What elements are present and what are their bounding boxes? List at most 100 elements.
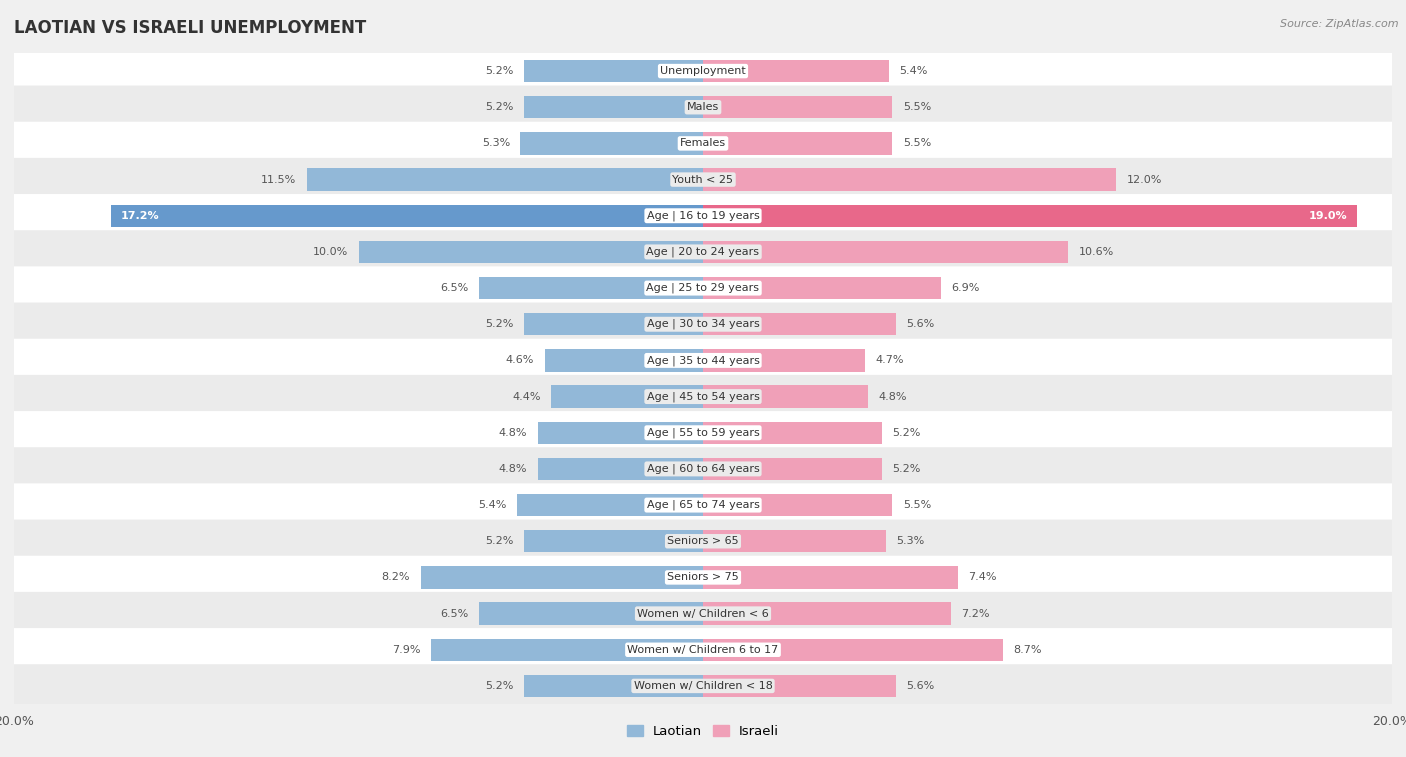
Bar [703,168,1116,191]
Text: 19.0%: 19.0% [1309,210,1347,221]
Bar [703,530,886,553]
Text: 5.2%: 5.2% [893,464,921,474]
Text: 5.3%: 5.3% [482,139,510,148]
Bar [537,422,703,444]
Text: Age | 16 to 19 years: Age | 16 to 19 years [647,210,759,221]
Text: 8.7%: 8.7% [1012,645,1042,655]
Text: 8.2%: 8.2% [381,572,411,582]
Text: 5.4%: 5.4% [478,500,506,510]
Text: Unemployment: Unemployment [661,66,745,76]
Text: Seniors > 65: Seniors > 65 [668,536,738,547]
Text: Age | 60 to 64 years: Age | 60 to 64 years [647,464,759,474]
FancyBboxPatch shape [0,484,1406,527]
Bar [703,241,1069,263]
Text: 5.4%: 5.4% [900,66,928,76]
Bar [703,204,1358,227]
Bar [517,494,703,516]
FancyBboxPatch shape [0,411,1406,454]
Text: Age | 20 to 24 years: Age | 20 to 24 years [647,247,759,257]
Bar [551,385,703,408]
Bar [703,349,865,372]
FancyBboxPatch shape [0,664,1406,708]
Text: Seniors > 75: Seniors > 75 [666,572,740,582]
Bar [520,132,703,154]
Text: 7.9%: 7.9% [392,645,420,655]
Bar [524,96,703,118]
FancyBboxPatch shape [0,266,1406,310]
Text: Males: Males [688,102,718,112]
Text: 5.2%: 5.2% [485,102,513,112]
FancyBboxPatch shape [0,230,1406,273]
Text: Women w/ Children < 6: Women w/ Children < 6 [637,609,769,618]
Text: 6.5%: 6.5% [440,283,468,293]
Text: Age | 30 to 34 years: Age | 30 to 34 years [647,319,759,329]
Bar [479,603,703,625]
Bar [307,168,703,191]
Bar [703,313,896,335]
Text: 5.5%: 5.5% [903,102,931,112]
Text: 4.8%: 4.8% [499,428,527,438]
Text: 17.2%: 17.2% [121,210,159,221]
Text: 5.2%: 5.2% [485,319,513,329]
Text: 5.6%: 5.6% [907,319,935,329]
Bar [524,313,703,335]
Text: 5.2%: 5.2% [485,681,513,691]
Text: Age | 45 to 54 years: Age | 45 to 54 years [647,391,759,402]
Text: 5.3%: 5.3% [896,536,924,547]
FancyBboxPatch shape [0,375,1406,419]
FancyBboxPatch shape [0,338,1406,382]
FancyBboxPatch shape [0,194,1406,238]
FancyBboxPatch shape [0,592,1406,635]
Bar [703,385,869,408]
Bar [703,132,893,154]
Text: 12.0%: 12.0% [1126,175,1163,185]
Text: 5.2%: 5.2% [485,66,513,76]
Text: 4.6%: 4.6% [506,356,534,366]
Text: 5.5%: 5.5% [903,500,931,510]
Text: Age | 55 to 59 years: Age | 55 to 59 years [647,428,759,438]
Bar [479,277,703,299]
Text: Women w/ Children < 18: Women w/ Children < 18 [634,681,772,691]
Text: 5.5%: 5.5% [903,139,931,148]
Text: Age | 65 to 74 years: Age | 65 to 74 years [647,500,759,510]
Text: 4.8%: 4.8% [499,464,527,474]
FancyBboxPatch shape [0,628,1406,671]
Text: 10.6%: 10.6% [1078,247,1114,257]
Text: Females: Females [681,139,725,148]
FancyBboxPatch shape [0,49,1406,93]
Bar [430,639,703,661]
Bar [703,566,957,589]
FancyBboxPatch shape [0,86,1406,129]
Bar [703,458,882,480]
FancyBboxPatch shape [0,556,1406,599]
FancyBboxPatch shape [0,303,1406,346]
Text: 11.5%: 11.5% [262,175,297,185]
Text: 4.4%: 4.4% [513,391,541,401]
FancyBboxPatch shape [0,447,1406,491]
Bar [703,674,896,697]
Text: 10.0%: 10.0% [314,247,349,257]
Bar [703,422,882,444]
Text: 4.7%: 4.7% [875,356,904,366]
Text: 7.2%: 7.2% [962,609,990,618]
Text: 7.4%: 7.4% [969,572,997,582]
Bar [544,349,703,372]
Bar [703,494,893,516]
Text: LAOTIAN VS ISRAELI UNEMPLOYMENT: LAOTIAN VS ISRAELI UNEMPLOYMENT [14,19,367,37]
Text: 4.8%: 4.8% [879,391,907,401]
Legend: Laotian, Israeli: Laotian, Israeli [621,719,785,743]
Text: 5.2%: 5.2% [893,428,921,438]
Text: 6.5%: 6.5% [440,609,468,618]
Text: Age | 35 to 44 years: Age | 35 to 44 years [647,355,759,366]
Text: Women w/ Children 6 to 17: Women w/ Children 6 to 17 [627,645,779,655]
Text: 6.9%: 6.9% [950,283,980,293]
Bar [524,674,703,697]
FancyBboxPatch shape [0,158,1406,201]
Text: Source: ZipAtlas.com: Source: ZipAtlas.com [1281,19,1399,29]
Text: 5.2%: 5.2% [485,536,513,547]
Bar [524,60,703,83]
Bar [703,60,889,83]
Bar [703,277,941,299]
Bar [703,603,950,625]
Bar [359,241,703,263]
